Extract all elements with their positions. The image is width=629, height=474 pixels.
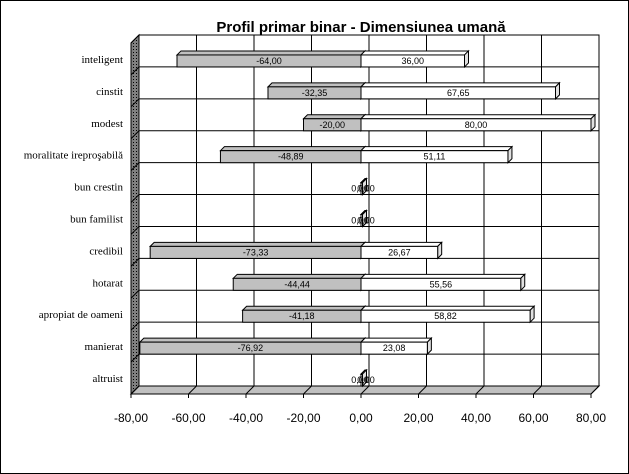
- side-gridline: [130, 66, 140, 76]
- category-label: inteligent: [81, 54, 123, 66]
- bar: [360, 54, 465, 68]
- bar-top: [359, 305, 536, 311]
- category-label: apropiat de oameni: [39, 309, 123, 321]
- category-label: altruist: [92, 373, 123, 385]
- bar: [360, 86, 556, 100]
- bar-top: [359, 146, 514, 152]
- bar: [360, 309, 531, 323]
- side-gridline: [130, 34, 140, 44]
- bar-top: [175, 50, 367, 56]
- category-label: bun crestin: [74, 182, 123, 194]
- side-gridline: [130, 98, 140, 108]
- bar: [360, 245, 439, 259]
- data-label: 0,00: [357, 216, 375, 226]
- side-gridline: [130, 353, 140, 363]
- data-label: 0,00: [357, 184, 375, 194]
- side-gridline: [130, 162, 140, 171]
- floor-gridline: [418, 385, 427, 395]
- floor-gridline: [590, 385, 600, 395]
- side-gridline: [130, 289, 140, 299]
- category-label: manierat: [85, 341, 123, 353]
- data-label: 80,00: [465, 120, 488, 130]
- floor-gridline: [245, 385, 255, 395]
- plot-side-wall: [130, 33, 140, 396]
- data-label: -76,92: [238, 343, 264, 353]
- bar-top: [138, 337, 367, 343]
- x-tick-label: 80,00: [576, 411, 606, 425]
- data-label: 0,00: [351, 184, 369, 194]
- data-label: -48,89: [278, 152, 304, 162]
- side-gridline: [130, 130, 140, 140]
- bar: [360, 277, 522, 291]
- x-tick-label: 60,00: [518, 411, 548, 425]
- bar: [360, 373, 363, 387]
- data-label: 36,00: [401, 56, 424, 66]
- data-label: 51,11: [424, 152, 446, 162]
- x-tick-label: 0,00: [349, 411, 373, 425]
- bar: [360, 214, 363, 227]
- data-label: 0,00: [351, 375, 369, 385]
- bar: [360, 341, 428, 355]
- bar-top: [359, 337, 433, 343]
- bar: [360, 150, 509, 164]
- x-tick-label: -20,00: [286, 411, 320, 425]
- bar-top: [219, 146, 367, 152]
- floor-gridline: [360, 385, 370, 395]
- bar-top: [359, 273, 526, 279]
- bar-top: [148, 241, 367, 247]
- floor-gridline: [533, 385, 542, 395]
- data-label: 55,56: [430, 279, 453, 289]
- category-label: bun familist: [70, 214, 123, 226]
- bar-top: [359, 50, 470, 56]
- bar: [360, 182, 363, 196]
- category-label: moralitate ireproşabilă: [24, 150, 123, 162]
- data-label: 26,67: [388, 247, 411, 257]
- bar-top: [266, 82, 367, 88]
- labels: -80,00 -60,00 -40,00 -20,00 0,00 20,00 40,00 60…: [24, 54, 607, 425]
- data-label: -32,35: [302, 88, 328, 98]
- bars: [138, 49, 597, 388]
- side-gridline: [130, 258, 140, 267]
- x-tick-label: -80,00: [114, 411, 148, 425]
- category-label: credibil: [89, 245, 123, 257]
- category-label: hotarat: [92, 277, 123, 289]
- bar-top: [302, 114, 367, 120]
- bar-top: [359, 82, 561, 88]
- x-tick-label: -60,00: [171, 411, 205, 425]
- bar-top: [232, 273, 367, 279]
- side-gridline: [130, 385, 140, 395]
- category-label: cinstit: [96, 86, 123, 98]
- bar-top: [241, 305, 367, 311]
- data-label: -44,44: [284, 279, 310, 289]
- chart-title: Profil primar binar - Dimensiunea umană: [216, 19, 506, 36]
- category-label: modest: [91, 118, 123, 130]
- x-tick-label: 40,00: [461, 411, 491, 425]
- floor-gridline: [188, 385, 197, 395]
- x-tick-label: -40,00: [229, 411, 263, 425]
- bar: [360, 118, 592, 132]
- bar-top: [359, 241, 443, 247]
- data-label: -20,00: [319, 120, 345, 130]
- side-gridline: [130, 226, 140, 235]
- side-gridline: [130, 321, 140, 331]
- floor-gridline: [475, 385, 485, 395]
- floor-gridline: [303, 385, 312, 395]
- data-label: 67,65: [447, 88, 470, 98]
- data-label: 0,00: [351, 216, 369, 226]
- data-label: 23,08: [383, 343, 406, 353]
- data-label: 0,00: [357, 375, 375, 385]
- data-label: -64,00: [256, 56, 282, 66]
- x-tick-label: 20,00: [403, 411, 433, 425]
- data-label: -41,18: [289, 311, 315, 321]
- side-gridline: [130, 194, 140, 203]
- data-label: -73,33: [243, 247, 269, 257]
- data-label: 58,82: [434, 311, 457, 321]
- bar-top: [359, 114, 597, 120]
